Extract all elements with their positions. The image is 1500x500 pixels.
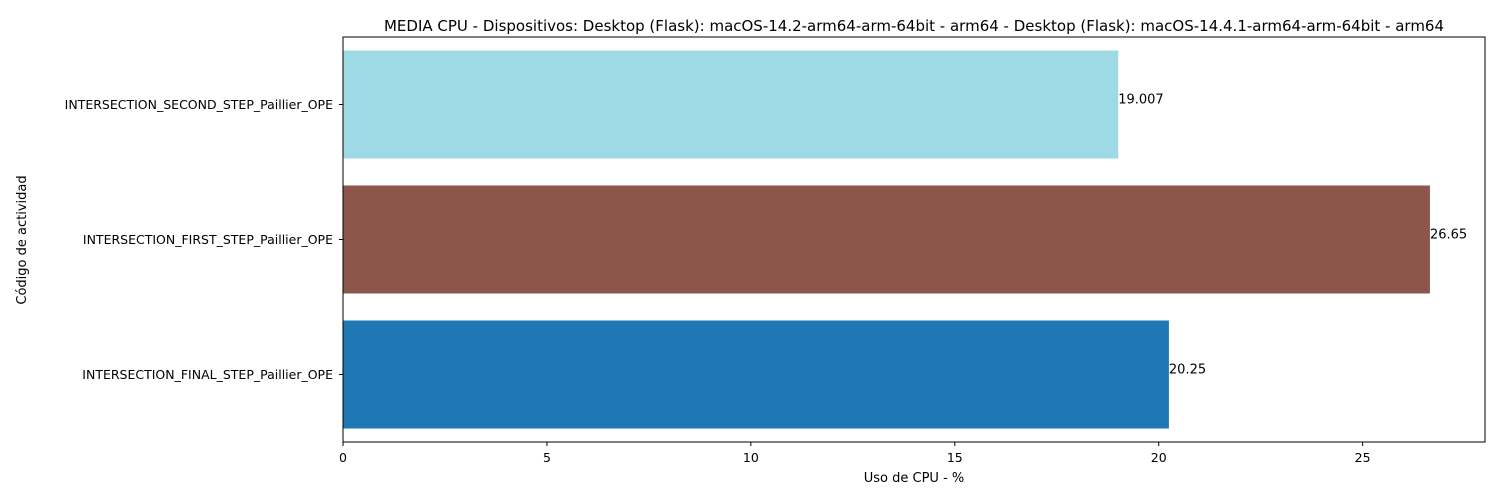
y-tick-label: INTERSECTION_FIRST_STEP_Paillier_OPE bbox=[83, 232, 333, 247]
bar-value-label: 26.65 bbox=[1430, 228, 1467, 243]
y-tick-label: INTERSECTION_FINAL_STEP_Paillier_OPE bbox=[82, 367, 333, 382]
x-tick-label: 5 bbox=[543, 450, 551, 465]
axes-frame bbox=[342, 36, 1486, 443]
x-tick-label: 0 bbox=[339, 450, 347, 465]
bar-2 bbox=[343, 320, 1169, 429]
y-axis-label: Código de actividad bbox=[15, 175, 30, 304]
x-tick-label: 20 bbox=[1151, 450, 1167, 465]
x-tick-label: 15 bbox=[947, 450, 963, 465]
x-tick-label: 10 bbox=[743, 450, 759, 465]
y-tick-label: INTERSECTION_SECOND_STEP_Paillier_OPE bbox=[65, 97, 333, 112]
x-axis-label: Uso de CPU - % bbox=[864, 471, 965, 486]
x-tick-label: 25 bbox=[1355, 450, 1371, 465]
chart-title: MEDIA CPU - Dispositivos: Desktop (Flask… bbox=[384, 17, 1444, 35]
bar-0 bbox=[343, 50, 1119, 159]
bar-value-label: 20.25 bbox=[1169, 363, 1206, 378]
bar-value-label: 19.007 bbox=[1118, 93, 1164, 108]
plot-area: INTERSECTION_SECOND_STEP_Paillier_OPE 19.… bbox=[65, 36, 1486, 465]
bar-1 bbox=[343, 185, 1430, 294]
